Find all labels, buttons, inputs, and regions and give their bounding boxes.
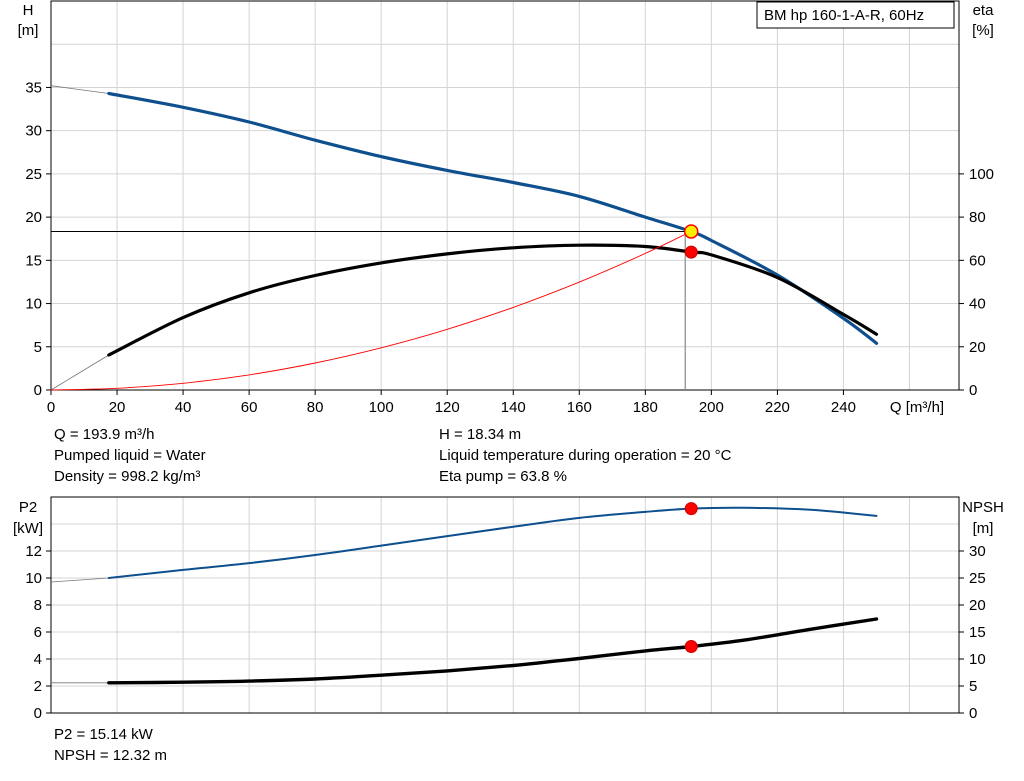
info-block-left: Q = 193.9 m³/h Pumped liquid = Water Den… (54, 424, 206, 487)
y2-tick-label: 25 (969, 570, 986, 587)
y2-tick-label: 20 (969, 339, 986, 356)
y-axis-unit: [kW] (13, 520, 43, 537)
y-tick-label: 10 (25, 570, 42, 587)
head-readout: H = 18.34 m (439, 426, 522, 443)
x-tick-label: 40 (175, 399, 192, 416)
y-axis-title: H (23, 2, 34, 19)
y-tick-label: 6 (34, 624, 42, 641)
series-line-1-0 (107, 506, 878, 579)
legend-label: BM hp 160-1-A-R, 60Hz (764, 7, 924, 24)
y-tick-label: 15 (25, 252, 42, 269)
y2-tick-label: 30 (969, 543, 986, 560)
y2-tick-label: 15 (969, 624, 986, 641)
y-axis-title: P2 (19, 499, 37, 516)
y-tick-label: 4 (34, 651, 42, 668)
y2-tick-label: 10 (969, 651, 986, 668)
x-tick-label: 100 (369, 399, 394, 416)
series-line-0-2 (50, 231, 692, 391)
y2-tick-label: 40 (969, 296, 986, 313)
x-tick-label: 220 (765, 399, 790, 416)
y2-tick-label: 100 (969, 166, 994, 183)
info-block-bottom: P2 = 15.14 kW NPSH = 12.32 m (54, 724, 167, 766)
y-tick-label: 0 (34, 382, 42, 399)
series-line-0-0 (107, 91, 879, 345)
legend-box (756, 1, 955, 29)
y2-tick-label: 60 (969, 252, 986, 269)
x-tick-label: 0 (47, 399, 55, 416)
plot-border-0 (50, 0, 960, 391)
x-tick-label: 80 (307, 399, 324, 416)
power-duty-point-marker (684, 502, 698, 516)
series-line-1-1 (107, 617, 879, 685)
y2-axis-unit: [%] (972, 22, 994, 39)
y2-tick-label: 0 (969, 382, 977, 399)
y2-tick-label: 5 (969, 678, 977, 695)
head-duty-point-marker (683, 224, 699, 239)
x-axis-title: Q [m³/h] (890, 399, 944, 416)
x-tick-label: 180 (633, 399, 658, 416)
y2-tick-label: 0 (969, 705, 977, 722)
x-tick-label: 120 (435, 399, 460, 416)
y2-tick-label: 20 (969, 597, 986, 614)
x-tick-label: 160 (567, 399, 592, 416)
y-axis-unit: [m] (18, 22, 39, 39)
y-tick-label: 20 (25, 209, 42, 226)
series-line-0-1 (107, 243, 879, 357)
y-tick-label: 30 (25, 123, 42, 140)
flow-readout: Q = 193.9 m³/h (54, 426, 155, 443)
y-tick-label: 25 (25, 166, 42, 183)
liquid-temperature-readout: Liquid temperature during operation = 20… (439, 447, 732, 464)
y-tick-label: 2 (34, 678, 42, 695)
series-extrapolation-0-0 (50, 85, 109, 94)
plot-frame-0 (50, 0, 960, 391)
eta-pump-readout: Eta pump = 63.8 % (439, 468, 567, 485)
y2-tick-label: 80 (969, 209, 986, 226)
y-tick-label: 10 (25, 296, 42, 313)
series-extrapolation-0-1 (50, 354, 110, 391)
npsh-readout: NPSH = 12.32 m (54, 747, 167, 764)
power-readout: P2 = 15.14 kW (54, 726, 153, 743)
density-readout: Density = 998.2 kg/m³ (54, 468, 201, 485)
y-tick-label: 0 (34, 705, 42, 722)
x-tick-label: 240 (831, 399, 856, 416)
series-extrapolation-1-0 (50, 577, 109, 583)
y-tick-label: 5 (34, 339, 42, 356)
npsh-duty-point-marker (684, 639, 698, 653)
y-tick-label: 35 (25, 79, 42, 96)
x-tick-label: 200 (699, 399, 724, 416)
x-tick-label: 60 (241, 399, 258, 416)
y2-axis-title: eta (973, 2, 995, 19)
y2-axis-unit: [m] (973, 520, 994, 537)
y-tick-label: 12 (25, 543, 42, 560)
eta-duty-point-marker (684, 245, 698, 259)
x-tick-label: 140 (501, 399, 526, 416)
pumped-liquid-readout: Pumped liquid = Water (54, 447, 206, 464)
x-tick-label: 20 (109, 399, 126, 416)
y-tick-label: 8 (34, 597, 42, 614)
y2-axis-title: NPSH (962, 499, 1004, 516)
info-block-right: H = 18.34 m Liquid temperature during op… (439, 424, 731, 487)
